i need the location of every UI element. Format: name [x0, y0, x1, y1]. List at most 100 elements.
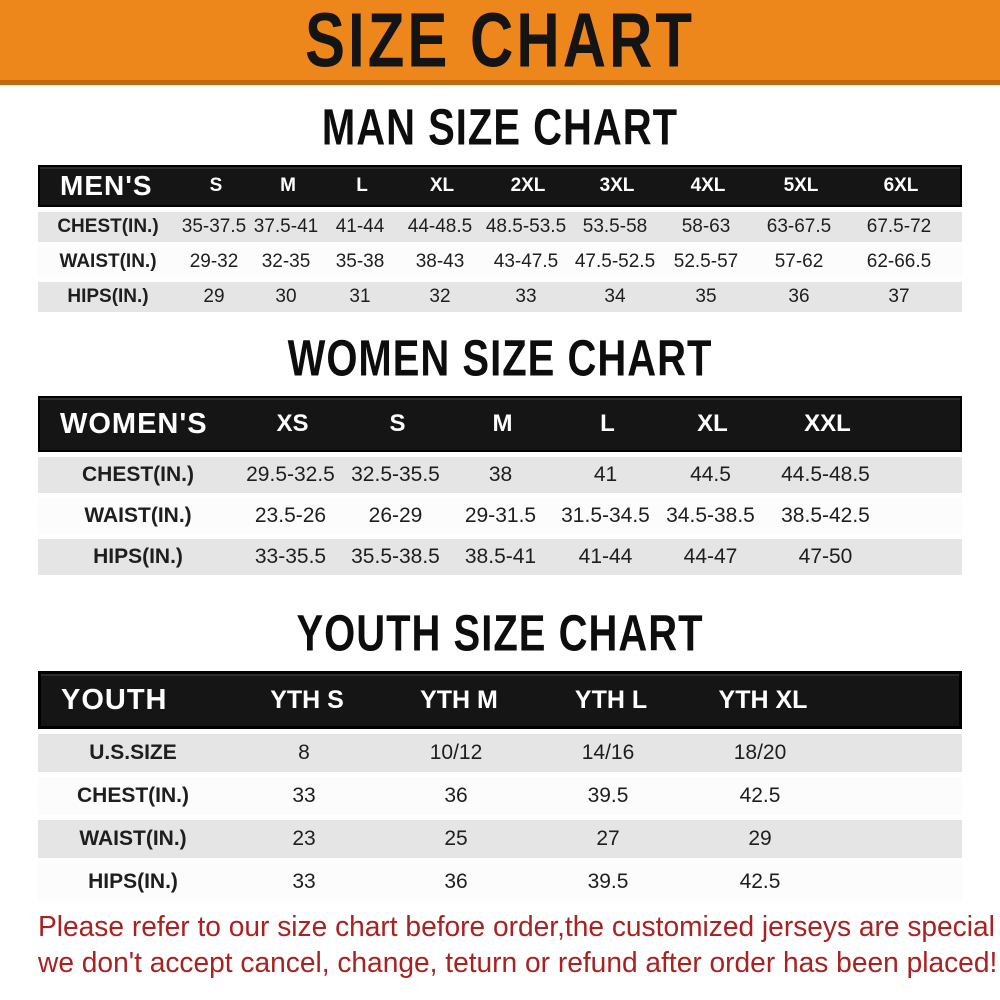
- size-value: 47-50: [798, 545, 853, 568]
- size-value: 31: [349, 286, 371, 307]
- size-value: 42.5: [739, 870, 781, 893]
- size-value: 44-48.5: [407, 216, 473, 237]
- table-row: CHEST(IN.) 33 36 39.5 42.5: [38, 777, 962, 815]
- table-row: CHEST(IN.) 35-37.5 37.5-41 41-44 44-48.5 48.5…: [38, 212, 962, 242]
- size-value: 38-43: [415, 251, 465, 272]
- size-value: 18/20: [733, 741, 787, 764]
- row-label: HIPS(IN.): [93, 545, 183, 568]
- table-header-row: WOMEN'S XS S M L XL XXL: [38, 396, 962, 452]
- size-column-header: XXL: [804, 410, 851, 437]
- size-value: 34.5-38.5: [666, 504, 755, 527]
- size-value: 41-44: [578, 545, 633, 568]
- size-column-header: YTH XL: [718, 685, 808, 714]
- size-column-header: XS: [276, 410, 309, 437]
- size-value: 29-32: [189, 251, 239, 272]
- size-value: 38.5-42.5: [781, 504, 870, 527]
- size-value: 44.5: [690, 463, 731, 486]
- size-column-header: YTH M: [420, 685, 498, 714]
- size-value: 23: [292, 827, 316, 850]
- size-column-header: 2XL: [510, 175, 546, 196]
- size-value: 43-47.5: [493, 251, 559, 272]
- table-header-label: MEN'S: [60, 170, 153, 201]
- size-value: 29: [748, 827, 772, 850]
- table-row: HIPS(IN.) 33-35.5 35.5-38.5 38.5-41 41-44 44-…: [38, 539, 962, 575]
- women-size-table: WOMEN'S XS S M L XL XXL CHEST(IN.) 29.5-32.5 32.5…: [38, 396, 962, 575]
- size-column-header: M: [280, 175, 296, 196]
- size-value: 32: [429, 286, 451, 307]
- size-value: 25: [444, 827, 468, 850]
- size-value: 42.5: [739, 784, 781, 807]
- table-header-row: MEN'S S M L XL 2XL 3XL 4XL 5XL 6XL: [38, 165, 962, 207]
- size-column-header: YTH S: [270, 685, 344, 714]
- size-value: 29.5-32.5: [246, 463, 335, 486]
- youth-section-title: YOUTH SIZE CHART: [0, 605, 1000, 661]
- table-header-label: WOMEN'S: [60, 407, 208, 440]
- size-value: 63-67.5: [766, 216, 832, 237]
- size-value: 57-62: [774, 251, 824, 272]
- size-column-header: YTH L: [574, 685, 648, 714]
- size-value: 33: [515, 286, 537, 307]
- men-size-table: MEN'S S M L XL 2XL 3XL 4XL 5XL 6XL CHEST(IN.) 35-37…: [38, 165, 962, 312]
- size-value: 36: [444, 784, 468, 807]
- table-row: CHEST(IN.) 29.5-32.5 32.5-35.5 38 41 44.5 44.5…: [38, 457, 962, 493]
- row-label: HIPS(IN.): [88, 870, 178, 893]
- size-value: 52.5-57: [673, 251, 739, 272]
- row-label: CHEST(IN.): [82, 463, 194, 486]
- size-value: 39.5: [587, 870, 629, 893]
- row-label: U.S.SIZE: [89, 741, 177, 764]
- size-column-header: XL: [697, 410, 728, 437]
- row-label: WAIST(IN.): [59, 251, 157, 272]
- size-column-header: S: [209, 175, 223, 196]
- size-value: 35-38: [335, 251, 385, 272]
- size-column-header: M: [492, 410, 513, 437]
- row-label: HIPS(IN.): [67, 286, 149, 307]
- size-value: 31.5-34.5: [561, 504, 650, 527]
- youth-size-table: YOUTH YTH S YTH M YTH L YTH XL U.S.SIZE 8 10/12…: [38, 671, 962, 901]
- size-value: 8: [298, 741, 310, 764]
- size-value: 30: [275, 286, 297, 307]
- size-value: 27: [596, 827, 620, 850]
- size-value: 14/16: [581, 741, 635, 764]
- banner-title: SIZE CHART: [305, 0, 695, 83]
- size-value: 33-35.5: [254, 545, 327, 568]
- size-value: 10/12: [429, 741, 483, 764]
- size-value: 35-37.5: [181, 216, 247, 237]
- row-label: WAIST(IN.): [84, 504, 192, 527]
- size-value: 26-29: [368, 504, 423, 527]
- size-chart-banner: SIZE CHART: [0, 0, 1000, 85]
- size-value: 47.5-52.5: [574, 251, 656, 272]
- size-value: 44.5-48.5: [781, 463, 870, 486]
- men-section-title: MAN SIZE CHART: [0, 99, 1000, 155]
- women-section-title: WOMEN SIZE CHART: [0, 330, 1000, 386]
- row-label: CHEST(IN.): [57, 216, 159, 237]
- size-column-header: L: [600, 410, 615, 437]
- men-section-title-text: MAN SIZE CHART: [321, 99, 679, 156]
- size-value: 48.5-53.5: [485, 216, 567, 237]
- table-row: WAIST(IN.) 29-32 32-35 35-38 38-43 43-47.5 47.…: [38, 247, 962, 277]
- size-value: 67.5-72: [866, 216, 932, 237]
- disclaimer-line-2: we don't accept cancel, change, teturn o…: [38, 947, 998, 979]
- table-row: HIPS(IN.) 33 36 39.5 42.5: [38, 863, 962, 901]
- size-value: 35: [695, 286, 717, 307]
- women-section-title-text: WOMEN SIZE CHART: [287, 330, 713, 387]
- row-label: CHEST(IN.): [77, 784, 189, 807]
- size-column-header: S: [389, 410, 406, 437]
- table-header-row: YOUTH YTH S YTH M YTH L YTH XL: [38, 671, 962, 729]
- size-value: 33: [292, 870, 316, 893]
- table-row: U.S.SIZE 8 10/12 14/16 18/20: [38, 734, 962, 772]
- size-value: 41: [593, 463, 618, 486]
- size-value: 38: [488, 463, 513, 486]
- size-value: 58-63: [681, 216, 731, 237]
- disclaimer-line-1: Please refer to our size chart before or…: [38, 911, 1000, 943]
- size-value: 44-47: [683, 545, 738, 568]
- size-value: 23.5-26: [254, 504, 327, 527]
- size-value: 33: [292, 784, 316, 807]
- table-row: WAIST(IN.) 23.5-26 26-29 29-31.5 31.5-34.5 34…: [38, 498, 962, 534]
- size-column-header: 5XL: [783, 175, 819, 196]
- size-value: 35.5-38.5: [351, 545, 440, 568]
- size-value: 39.5: [587, 784, 629, 807]
- table-header-label: YOUTH: [61, 683, 168, 716]
- row-label: WAIST(IN.): [79, 827, 187, 850]
- size-column-header: XL: [429, 175, 455, 196]
- size-value: 36: [444, 870, 468, 893]
